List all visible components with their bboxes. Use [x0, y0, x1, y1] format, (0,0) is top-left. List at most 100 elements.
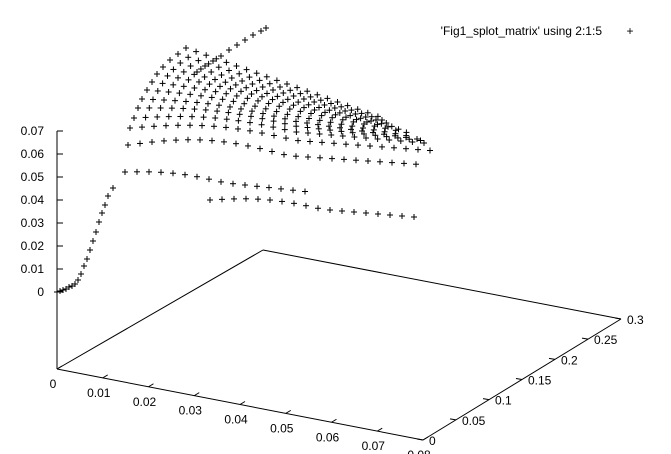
data-point	[127, 125, 133, 131]
data-point	[392, 127, 399, 134]
data-point	[265, 100, 272, 107]
data-point	[218, 178, 224, 185]
data-point	[397, 138, 404, 144]
data-point	[125, 142, 131, 148]
data-point	[217, 83, 223, 90]
data-point	[349, 129, 356, 136]
data-point	[54, 289, 60, 295]
data-point	[291, 200, 297, 207]
data-point	[177, 60, 184, 66]
data-point	[303, 202, 309, 209]
data-point	[391, 144, 397, 151]
data-point	[144, 87, 150, 93]
back-y-line	[262, 249, 622, 320]
data-point	[339, 133, 346, 139]
data-point	[202, 106, 209, 113]
data-point	[227, 85, 234, 92]
data-point	[322, 109, 328, 116]
data-point	[287, 87, 294, 94]
data-point	[180, 83, 187, 90]
y-tick-mark	[416, 438, 424, 441]
data-point	[212, 76, 218, 83]
data-point	[269, 148, 275, 155]
data-point	[315, 205, 321, 212]
data-point	[200, 114, 207, 121]
data-point	[334, 99, 341, 105]
back-x-line	[56, 249, 264, 370]
data-point	[374, 113, 381, 120]
data-point	[406, 136, 413, 143]
data-point	[367, 143, 373, 149]
x-axis-ticks: 0 0.01 0.02 0.03 0.04 0.05 0.06 0.07 0.08	[50, 365, 431, 454]
data-point	[110, 185, 116, 191]
z-tick-label: 0.04	[21, 193, 45, 207]
data-point	[72, 281, 78, 287]
y-tick-label: 0.1	[495, 394, 512, 408]
data-point	[328, 132, 335, 138]
data-point	[189, 113, 195, 120]
data-point	[403, 129, 410, 136]
data-point	[257, 145, 263, 152]
data-point	[223, 124, 229, 131]
data-point	[235, 117, 242, 124]
data-point	[243, 66, 250, 73]
data-point	[326, 107, 333, 114]
data-point	[222, 79, 229, 86]
data-point	[338, 121, 345, 128]
data-point	[327, 119, 334, 126]
data-point	[161, 137, 167, 144]
data-point	[290, 93, 297, 99]
data-point	[105, 193, 111, 199]
data-point	[158, 169, 164, 176]
data-point	[259, 115, 266, 122]
data-point	[293, 129, 300, 135]
data-point	[401, 160, 407, 167]
y-tick-mark	[548, 357, 556, 360]
data-point	[262, 105, 269, 112]
data-point	[194, 99, 200, 106]
data-point	[163, 122, 169, 129]
data-point	[210, 58, 216, 64]
data-point	[266, 80, 273, 87]
data-point	[90, 238, 96, 244]
z-tick-label: 0.03	[21, 216, 45, 230]
data-point	[195, 57, 202, 64]
data-point	[199, 122, 205, 129]
data-point	[307, 138, 313, 145]
data-point	[290, 187, 296, 194]
data-point	[321, 102, 328, 108]
x-tick-mark	[102, 374, 109, 379]
data-point	[254, 183, 260, 190]
data-point	[360, 125, 366, 131]
data-point	[348, 107, 355, 114]
data-point	[316, 131, 323, 137]
data-point	[307, 93, 314, 100]
data-point	[351, 209, 357, 215]
y-tick-mark	[482, 398, 490, 401]
data-point	[161, 97, 167, 104]
data-point	[96, 219, 102, 225]
y-tick-label: 0.05	[462, 414, 486, 428]
data-point	[353, 116, 360, 123]
legend-marker: +	[626, 24, 633, 38]
data-point	[207, 197, 213, 203]
data-point	[243, 84, 250, 91]
data-point	[159, 80, 166, 87]
data-point	[327, 207, 333, 213]
data-point	[315, 125, 322, 132]
data-point	[347, 112, 354, 119]
x-tick-mark	[422, 436, 429, 441]
data-point	[208, 69, 215, 75]
data-point	[319, 139, 325, 146]
data-point	[315, 121, 321, 128]
data-point	[226, 47, 232, 53]
data-point	[165, 88, 172, 95]
data-point	[154, 113, 161, 120]
data-point	[284, 81, 290, 87]
legend-label: 'Fig1_splot_matrix' using 2:1:5	[441, 24, 603, 38]
z-tick-label: 0.07	[21, 124, 45, 138]
data-point	[183, 45, 189, 51]
x-tick-label: 0.02	[133, 395, 157, 409]
x-tick-mark	[376, 427, 383, 432]
